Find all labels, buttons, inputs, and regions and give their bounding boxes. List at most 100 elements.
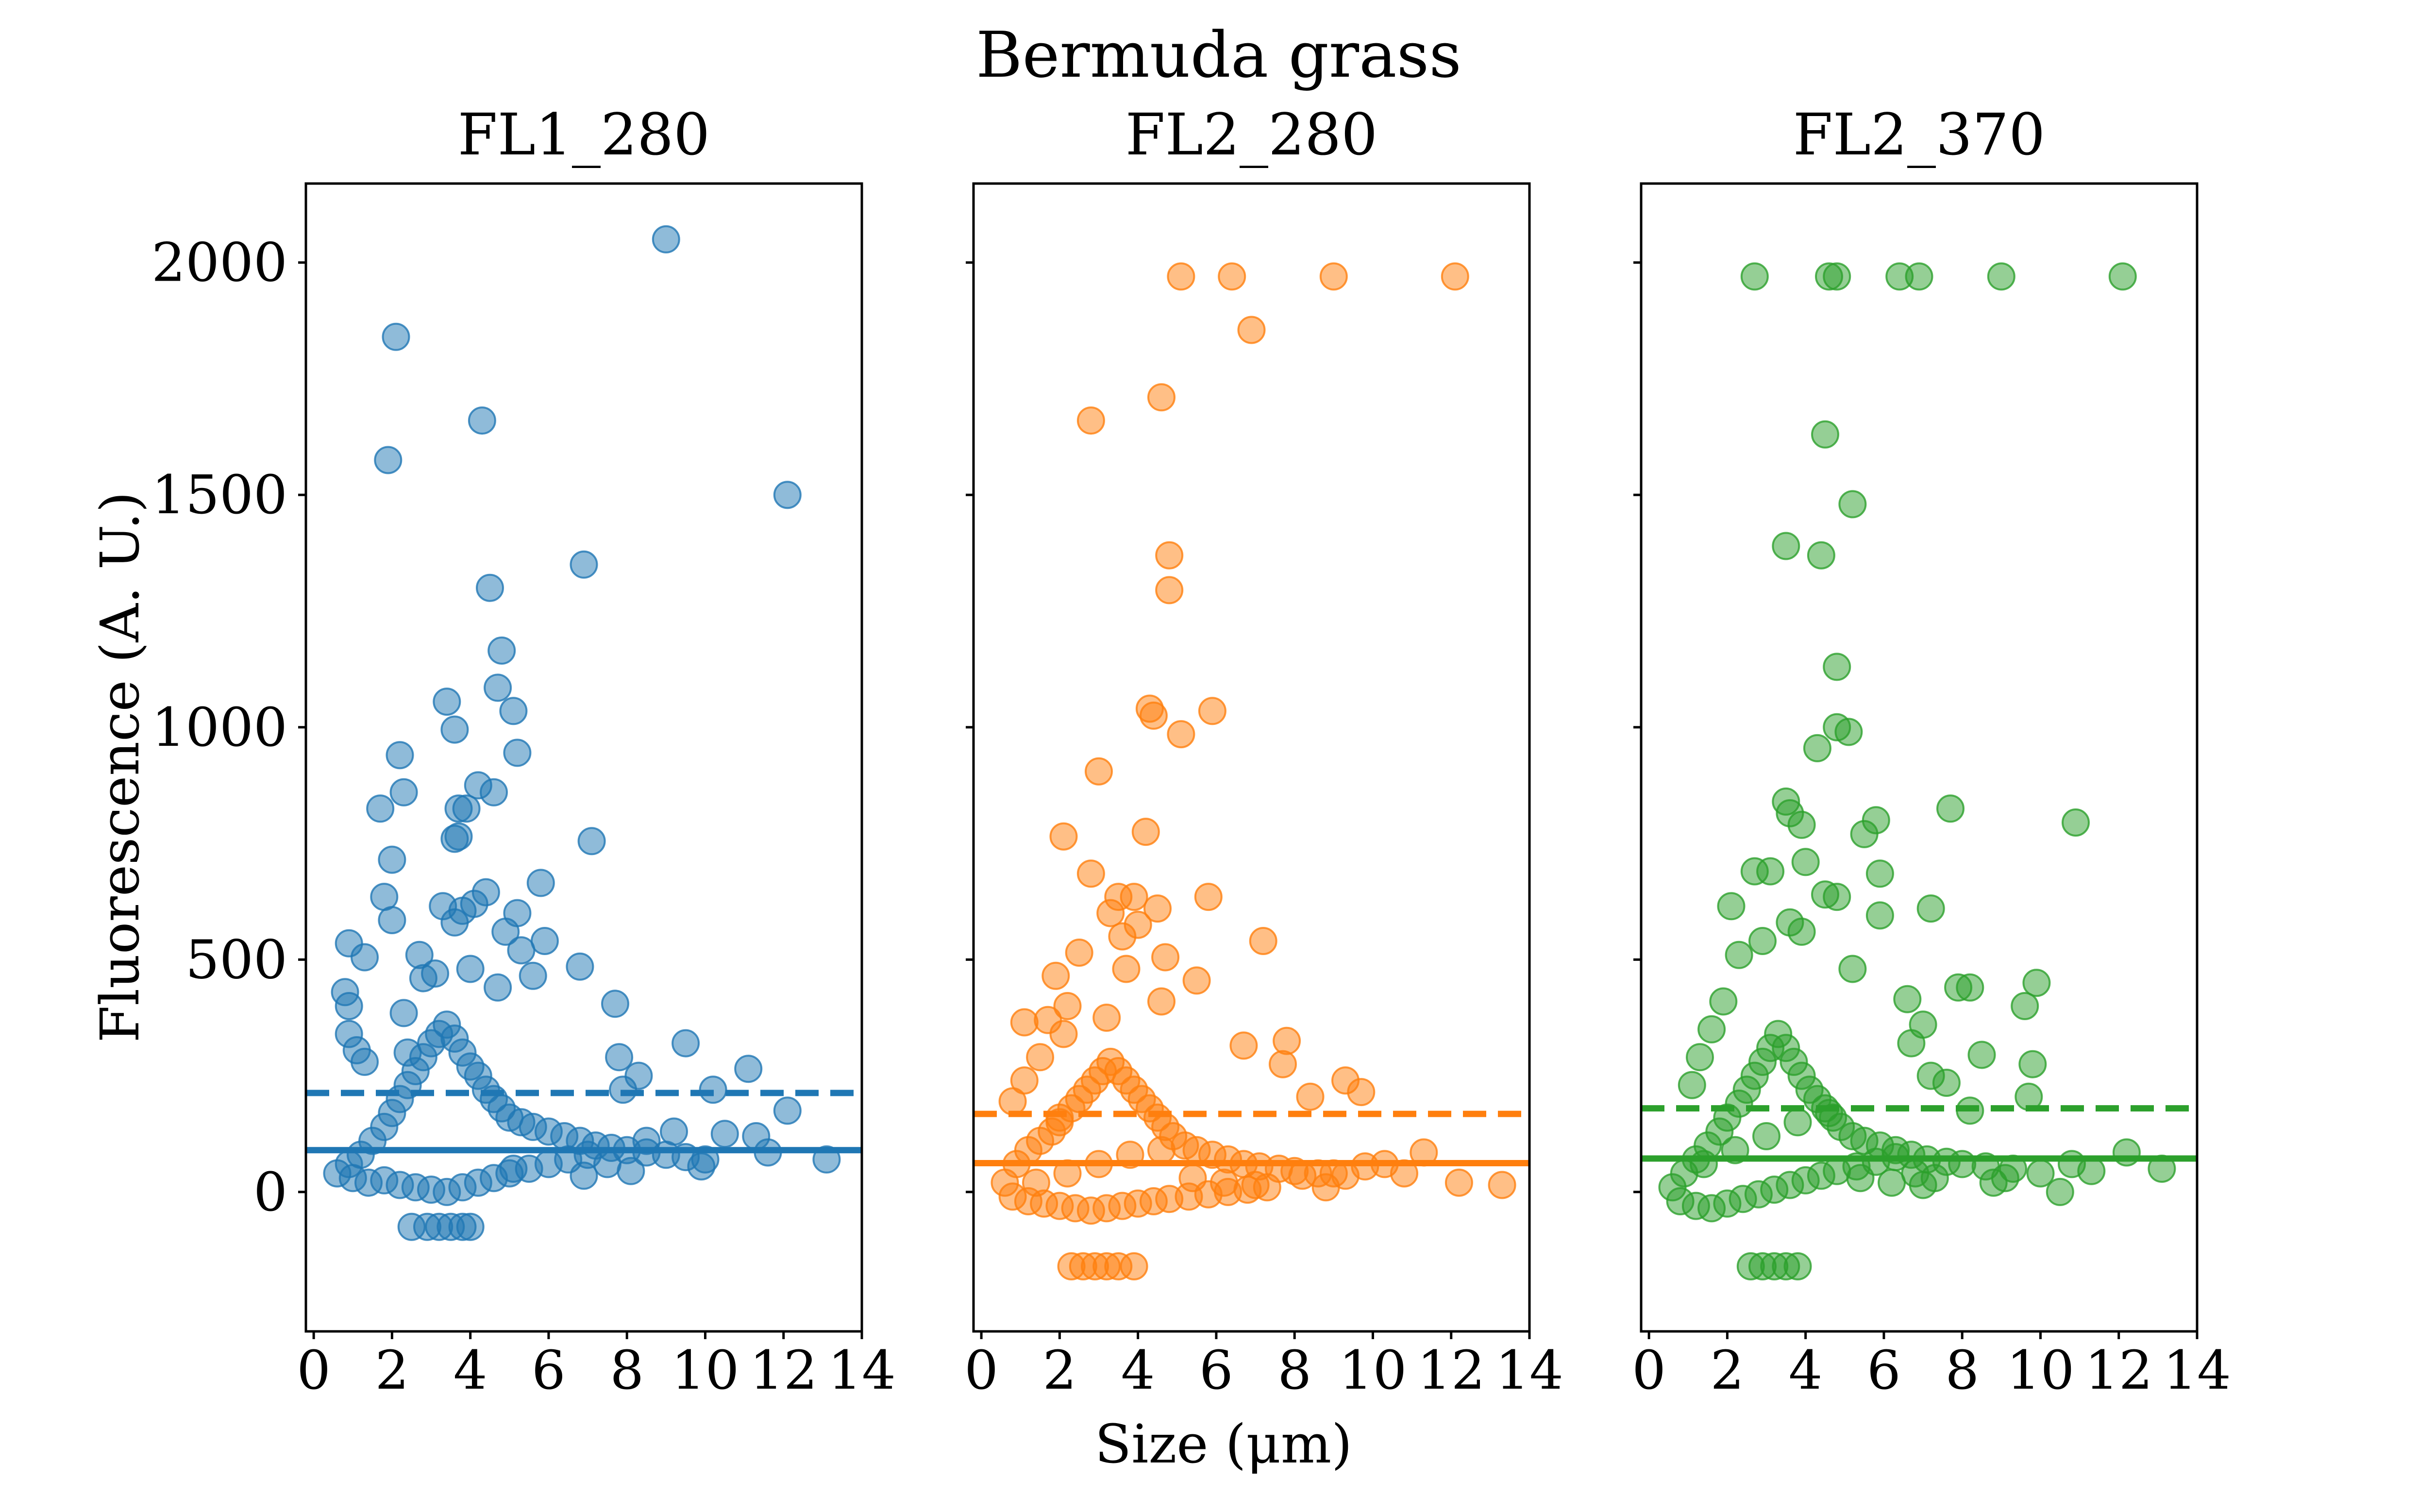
data-point (1791, 848, 1820, 876)
data-point (1237, 316, 1266, 344)
data-point (1893, 985, 1922, 1013)
data-point (1108, 922, 1137, 951)
data-point (734, 1055, 763, 1083)
data-point (452, 794, 481, 823)
data-point (1076, 859, 1105, 888)
data-point (593, 1150, 621, 1178)
data-point (1441, 262, 1469, 291)
data-point (1026, 1043, 1055, 1072)
y-tick-label: 0 (253, 1161, 287, 1223)
panel-2: FL2_280 0 2 4 6 8 10 12 14 (964, 101, 1563, 1401)
data-point (1783, 1108, 1812, 1137)
data-point (1690, 1150, 1718, 1178)
data-point (1085, 757, 1113, 786)
data-point (1944, 973, 1973, 1002)
data-point (1916, 894, 1945, 923)
data-point (1049, 822, 1078, 851)
data-point (1686, 1043, 1714, 1072)
data-point (1807, 541, 1835, 570)
data-point (1979, 1168, 2008, 1197)
data-point (476, 573, 504, 602)
data-point (1198, 697, 1226, 725)
data-point (609, 1075, 638, 1104)
data-point (660, 1117, 688, 1146)
data-point (742, 1122, 771, 1150)
data-point (335, 992, 363, 1020)
data-point (566, 952, 594, 981)
data-point (351, 1047, 379, 1076)
data-point (1147, 1136, 1175, 1164)
data-point (1865, 901, 1894, 930)
data-point (1249, 927, 1277, 955)
data-point (491, 917, 520, 946)
data-point (1010, 1008, 1039, 1037)
data-point (1834, 718, 1863, 746)
data-point (389, 999, 418, 1027)
data-point (2046, 1177, 2074, 1206)
x-tick-label: 0 (964, 1339, 998, 1401)
data-point (1697, 1015, 1726, 1043)
data-point (570, 550, 598, 579)
data-point (440, 824, 469, 853)
data-point (460, 890, 488, 918)
data-point (389, 778, 418, 806)
data-point (2058, 1150, 2086, 1178)
data-point (1846, 1164, 1875, 1193)
data-point (1143, 894, 1172, 923)
x-tick-label: 4 (453, 1339, 487, 1401)
x-tick-label: 10 (671, 1339, 739, 1401)
data-point (1823, 883, 1851, 911)
data-point (1709, 987, 1738, 1016)
data-point (1815, 1099, 1843, 1127)
x-tick-label: 12 (2085, 1339, 2153, 1401)
data-point (1932, 1069, 1961, 1097)
data-point (433, 688, 461, 716)
data-point (1167, 720, 1195, 749)
data-point (2018, 1050, 2047, 1078)
data-point (456, 1212, 485, 1241)
data-point (1131, 818, 1160, 846)
data-point (1678, 1071, 1706, 1099)
data-point (1905, 262, 1933, 291)
data-point (1823, 653, 1851, 681)
data-point (1053, 992, 1082, 1020)
x-tick-label: 6 (532, 1339, 566, 1401)
data-point (1182, 966, 1211, 995)
data-point (1725, 941, 1753, 969)
data-point (672, 1029, 700, 1058)
data-point (1811, 420, 1839, 449)
scatter-points (991, 262, 1516, 1280)
x-tick-label: 12 (750, 1339, 818, 1401)
data-point (366, 794, 395, 823)
data-point (2011, 992, 2039, 1020)
data-point (1076, 406, 1105, 435)
data-point (1241, 1171, 1270, 1199)
data-point (382, 322, 410, 351)
data-point (507, 936, 536, 965)
data-point (2022, 969, 2051, 997)
data-point (1865, 859, 1894, 888)
data-point (1194, 883, 1223, 911)
data-point (487, 636, 516, 665)
data-point (374, 446, 403, 474)
data-point (1948, 1150, 1977, 1178)
x-tick-label: 10 (2006, 1339, 2074, 1401)
panel-frame (304, 182, 863, 1333)
figure-suptitle: Bermuda grass (976, 18, 1461, 92)
data-point (1096, 899, 1125, 927)
y-tick-label: 2000 (151, 232, 287, 294)
data-point (1787, 917, 1816, 946)
data-point (998, 1087, 1027, 1116)
data-point (1139, 701, 1168, 730)
data-point (1049, 1020, 1078, 1048)
x-tick-label: 14 (1495, 1339, 1563, 1401)
data-point (499, 697, 528, 725)
data-point (773, 481, 802, 509)
x-tick-label: 4 (1789, 1339, 1823, 1401)
data-point (577, 827, 606, 856)
data-point (503, 739, 532, 767)
data-point (1347, 1078, 1376, 1107)
